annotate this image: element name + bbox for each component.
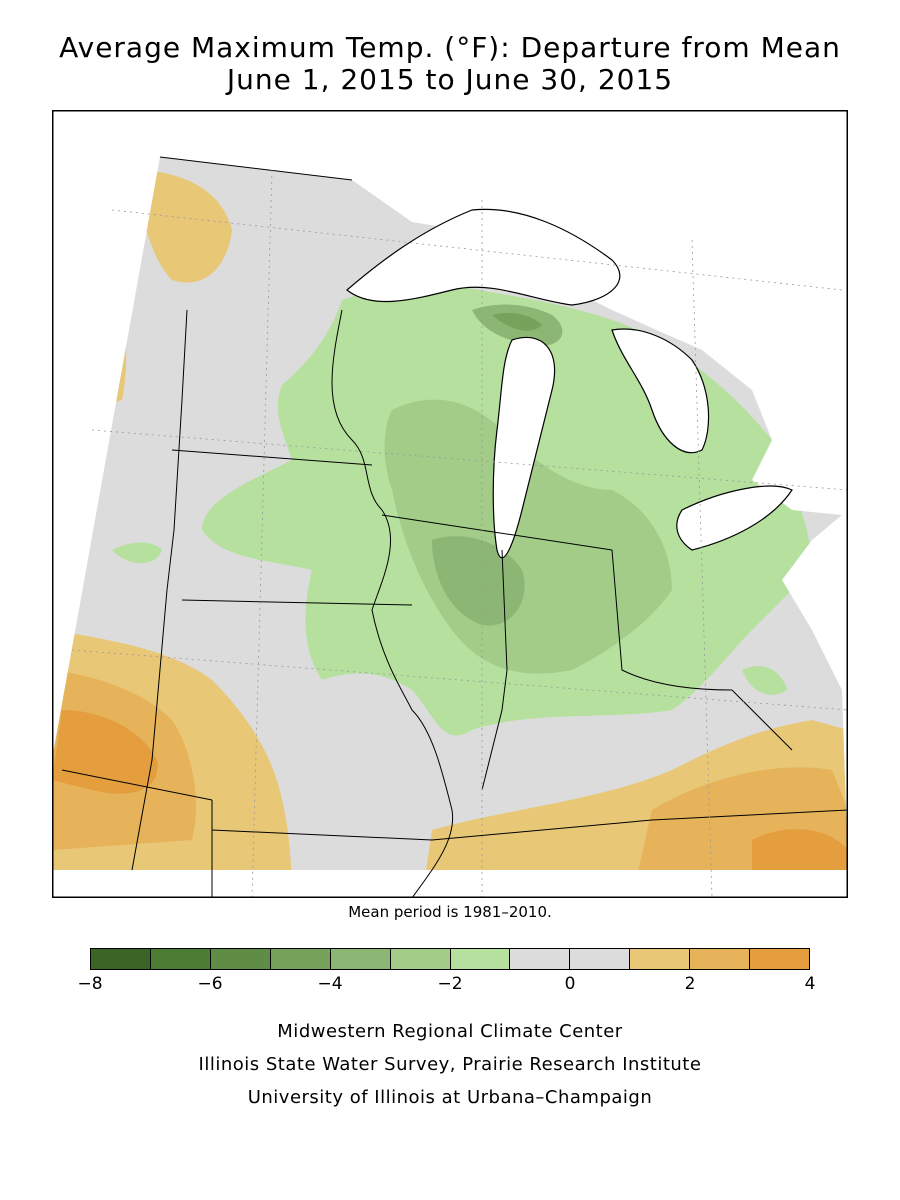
departure-map [52,110,848,898]
legend-swatch [450,949,511,969]
color-legend-bar [90,948,810,970]
map-title: Average Maximum Temp. (°F): Departure fr… [59,31,841,64]
legend-tick-label: 2 [684,974,696,994]
map-frame [52,110,848,898]
legend-tick-label: 0 [564,974,576,994]
credit-line-3: University of Illinois at Urbana–Champai… [247,1087,653,1108]
legend-swatch [330,949,391,969]
legend-swatch [570,949,631,969]
legend-tick-label: −6 [197,974,223,994]
legend-swatch [750,949,810,969]
legend-swatch [510,949,571,969]
legend-swatch [390,949,451,969]
credit-line-2: Illinois State Water Survey, Prairie Res… [198,1054,702,1075]
legend-swatch [270,949,331,969]
mean-period-note: Mean period is 1981–2010. [348,903,552,921]
state-boundaries [61,156,848,898]
graticule [71,169,848,898]
legend-tick-label: −4 [317,974,343,994]
legend-tick-label: −2 [437,974,463,994]
legend-swatch [91,949,151,969]
legend-swatch [210,949,271,969]
great-lakes [346,208,793,559]
credit-line-1: Midwestern Regional Climate Center [277,1021,623,1042]
legend-swatch [630,949,691,969]
legend-tick-label: 4 [804,974,816,994]
legend-tick-label: −8 [77,974,103,994]
legend-swatch [690,949,751,969]
legend-swatch [150,949,211,969]
color-legend-labels: −8 −6 −4 −2 0 2 4 [77,974,815,998]
map-subtitle: June 1, 2015 to June 30, 2015 [226,63,674,96]
